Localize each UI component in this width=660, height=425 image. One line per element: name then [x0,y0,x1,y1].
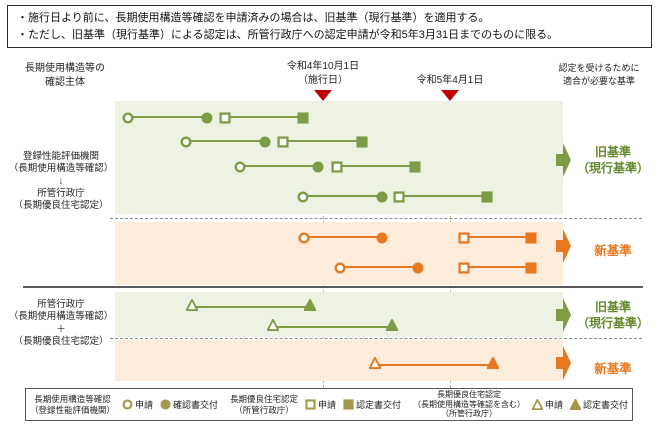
legend-triangle-open-icon [532,399,544,410]
square-open-marker-icon [458,231,470,249]
triangle-open-marker-icon [368,356,382,374]
legend-item-label: 確認書交付 [172,400,218,410]
legend-item: 申請 [532,398,563,411]
old-new-separator-dashed-bottom [110,338,642,339]
circle-filled-marker-icon [312,160,324,178]
new-standard-arrow-icon-top [556,227,571,270]
old-standard-label-bottom: 旧基準 （現行基準） [576,300,649,330]
triangle-filled-marker-icon [486,356,500,374]
circle-filled-marker-icon [412,261,424,279]
required-standard-header: 認定を受けるために 適合が必要な基準 [558,63,640,87]
row-line [337,164,415,168]
legend-item: 申請 [122,398,153,411]
old-standard-arrow-icon-bottom [556,296,571,339]
row-line [192,305,310,309]
row-line [240,164,318,168]
square-open-marker-icon [393,190,405,208]
row-line [128,115,207,119]
date-label-1: 令和4年10月1日 （施行日） [286,61,360,86]
circle-open-marker-icon [234,160,246,178]
old-standard-arrow-icon-top [556,141,571,184]
legend-item-label: 申請 [318,400,337,410]
row-line [340,265,418,269]
legend-item-label: 認定書交付 [356,400,402,410]
new-standard-arrow-icon-bottom [556,344,571,387]
row-line [283,139,362,143]
square-filled-marker-icon [525,231,537,249]
square-filled-marker-icon [297,111,309,129]
square-filled-marker-icon [525,261,537,279]
square-open-marker-icon [219,111,231,129]
notice-line-2: ・ただし、旧基準（現行基準）による認定は、所管行政庁への認定申請が令和5年3月3… [17,29,559,42]
legend-group-2: 長期優良住宅認定 （所管行政庁） 申請 認定書交付 [230,394,401,414]
square-filled-marker-icon [481,190,493,208]
square-open-marker-icon [458,261,470,279]
legend-square-filled-icon [343,399,354,410]
legend-item-label: 申請 [134,400,153,410]
circle-open-marker-icon [180,135,192,153]
circle-filled-marker-icon [376,231,388,249]
row-line [464,265,531,269]
row-line [273,325,392,329]
circle-open-marker-icon [122,111,134,129]
circle-filled-marker-icon [376,190,388,208]
old-standard-label-top: 旧基準 （現行基準） [576,145,649,175]
date-label-2: 令和5年4月1日 [416,75,484,86]
circle-open-marker-icon [297,190,309,208]
actor-evaluation-body-label: 登録性能評価機関 （長期使用構造等確認） ↓ 所管行政庁 （長期優良住宅認定） [8,151,114,212]
square-filled-marker-icon [356,135,368,153]
triangle-filled-marker-icon [385,318,399,336]
background-block-3 [115,292,563,337]
legend: 長期使用構造等確認 （登録性能評価機関） 申請 確認書交付 長期優良住宅認定 （所管行政庁… [25,388,633,421]
new-standard-label-top: 新基準 [594,244,632,258]
legend-item: 認定書交付 [343,398,401,411]
legend-item: 申請 [305,398,336,411]
legend-group-3: 長期優良住宅認定 （長期使用構造等確認を含む） （所管行政庁） 申請 認定書交付 [413,390,628,418]
legend-item-label: 申請 [545,400,564,410]
background-block-4 [115,340,563,381]
row-line [186,139,265,143]
notice-box: ・施行日より前に、長期使用構造等確認を申請済みの場合は、旧基準（現行基準）を適用… [7,5,652,48]
legend-circle-filled-icon [160,399,171,410]
notice-line-1: ・施行日より前に、長期使用構造等確認を申請済みの場合は、旧基準（現行基準）を適用… [17,12,490,24]
square-filled-marker-icon [409,160,421,178]
row-line [375,363,493,367]
triangle-filled-marker-icon [303,298,317,316]
circle-open-marker-icon [298,231,310,249]
square-open-marker-icon [331,160,343,178]
circle-filled-marker-icon [201,111,213,129]
row-line [399,194,487,198]
legend-group-label: 長期優良住宅認定 （長期使用構造等確認を含む） （所管行政庁） [413,390,526,419]
actor-administrative-agency-label: 所管行政庁 （長期使用構造等確認）＋（長期優良住宅認定） [8,299,114,348]
legend-circle-open-icon [122,399,133,410]
legend-group-label: 長期使用構造等確認 （登録性能評価機関） [29,394,115,415]
section-divider-solid [23,286,643,289]
legend-square-open-icon [305,399,316,410]
legend-triangle-filled-icon [570,399,582,410]
confirm-entity-header: 長期使用構造等の 確認主体 [25,63,105,88]
row-line [464,235,531,239]
background-block-2 [115,222,563,285]
circle-open-marker-icon [334,261,346,279]
circle-filled-marker-icon [259,135,271,153]
date-triangle-icon-1 [314,90,332,101]
row-line [225,115,303,119]
row-line [304,235,382,239]
old-new-separator-dashed-top [110,218,642,219]
new-standard-label-bottom: 新基準 [594,362,632,376]
legend-group-1: 長期使用構造等確認 （登録性能評価機関） 申請 確認書交付 [30,394,218,414]
row-line [303,194,382,198]
triangle-open-marker-icon [185,298,199,316]
date-triangle-icon-2 [441,90,459,101]
legend-group-label: 長期優良住宅認定 （所管行政庁） [229,394,298,415]
legend-item: 確認書交付 [160,398,218,411]
square-open-marker-icon [277,135,289,153]
legend-item: 認定書交付 [570,398,628,411]
legend-item-label: 認定書交付 [583,400,629,410]
triangle-open-marker-icon [266,318,280,336]
